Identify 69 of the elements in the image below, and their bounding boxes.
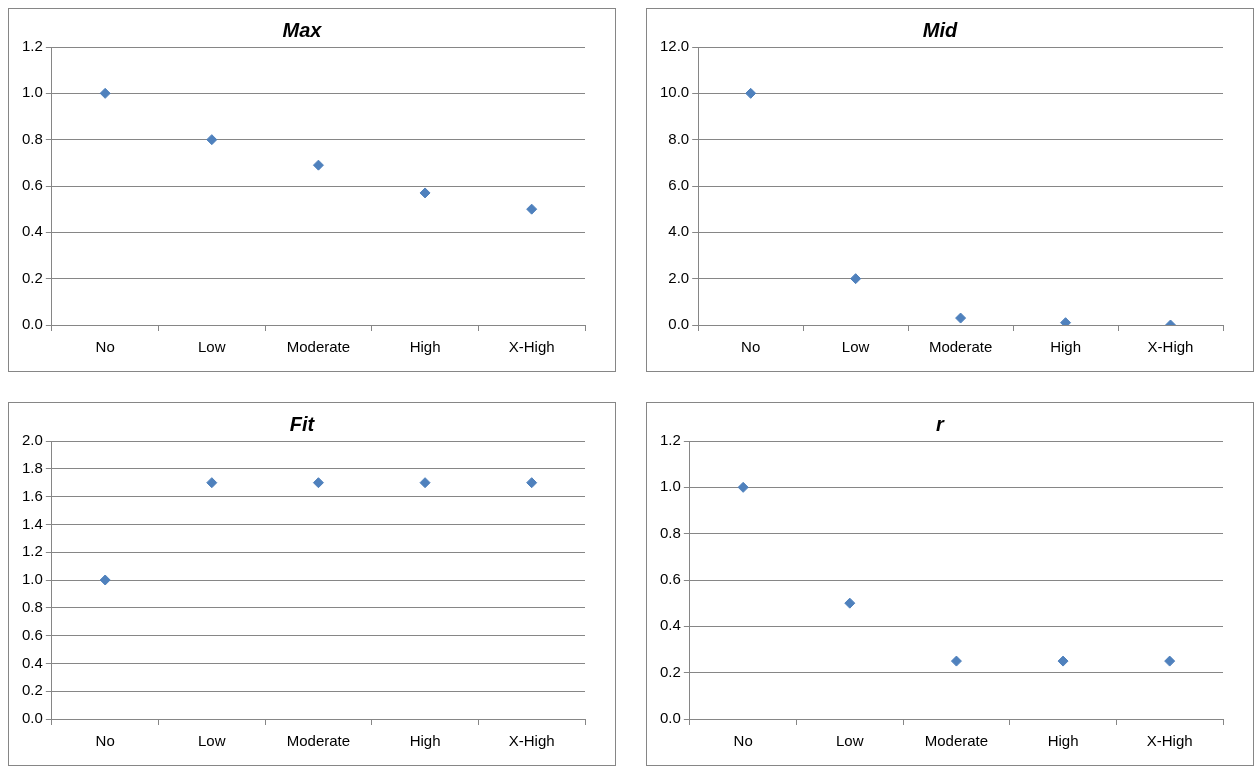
y-tick-label: 2.0 <box>21 431 43 449</box>
y-tick-label: 8.0 <box>668 129 690 147</box>
x-tick-label: Moderate <box>928 338 993 356</box>
y-tick-label: 10.0 <box>659 83 690 101</box>
y-tick-label: 0.6 <box>21 176 43 194</box>
chart-title: Fit <box>289 412 316 435</box>
x-tick-label: High <box>409 338 441 356</box>
y-tick-label: 0.6 <box>21 625 43 643</box>
x-tick-label: No <box>95 732 115 750</box>
x-tick-label: Low <box>836 732 864 750</box>
x-tick-label: Moderate <box>924 732 989 750</box>
point <box>99 87 111 99</box>
x-tick-label: X-High <box>1147 338 1194 356</box>
y-tick-label: 0.2 <box>21 268 43 286</box>
y-tick-label: 0.2 <box>659 662 681 680</box>
x-tick-label: No <box>95 338 115 356</box>
y-tick-label: 2.0 <box>668 268 690 286</box>
x-tick-label: High <box>1050 338 1081 356</box>
y-tick-label: 1.8 <box>21 458 43 476</box>
point <box>1164 655 1176 667</box>
y-tick-label: 12.0 <box>659 37 690 55</box>
point <box>1057 655 1069 667</box>
x-tick-label: Low <box>841 338 870 356</box>
point <box>526 203 538 215</box>
x-tick-label: Low <box>198 732 226 750</box>
point <box>745 87 757 99</box>
y-tick-label: 4.0 <box>668 222 690 240</box>
y-tick-label: 1.0 <box>21 83 43 101</box>
y-tick-label: 0.0 <box>659 709 681 727</box>
x-tick-label: X-High <box>508 732 555 750</box>
y-tick-label: 0.0 <box>668 315 690 333</box>
point <box>737 481 749 493</box>
x-tick-label: No <box>741 338 761 356</box>
x-tick-label: X-High <box>1146 732 1193 750</box>
chart-title: Mid <box>922 18 958 41</box>
y-tick-label: 0.8 <box>21 597 43 615</box>
x-tick-label: Low <box>198 338 226 356</box>
chart-title: Max <box>282 18 323 41</box>
x-tick-label: Moderate <box>286 338 351 356</box>
point <box>950 655 962 667</box>
y-tick-label: 1.2 <box>659 431 681 449</box>
y-tick-label: 0.2 <box>21 681 43 699</box>
y-tick-label: 0.4 <box>659 616 681 634</box>
y-tick-label: 1.6 <box>21 486 43 504</box>
point <box>850 273 862 285</box>
y-tick-label: 0.6 <box>659 570 681 588</box>
point <box>955 312 967 324</box>
point <box>419 187 431 199</box>
y-tick-label: 0.8 <box>659 523 681 541</box>
y-tick-label: 6.0 <box>668 176 690 194</box>
y-tick-label: 0.8 <box>21 129 43 147</box>
y-tick-label: 1.2 <box>21 542 43 560</box>
x-tick-label: High <box>1047 732 1079 750</box>
y-tick-label: 0.0 <box>21 709 43 727</box>
y-tick-label: 1.0 <box>21 570 43 588</box>
x-tick-label: High <box>409 732 441 750</box>
y-tick-label: 1.2 <box>21 37 43 55</box>
x-tick-label: Moderate <box>286 732 351 750</box>
y-tick-label: 0.4 <box>21 222 43 240</box>
x-tick-label: No <box>733 732 753 750</box>
x-tick-label: X-High <box>508 338 555 356</box>
y-tick-label: 1.4 <box>21 514 43 532</box>
point <box>206 134 218 146</box>
point <box>844 597 856 609</box>
chart-title: r <box>936 412 946 435</box>
y-tick-label: 0.4 <box>21 653 43 671</box>
y-tick-label: 0.0 <box>21 315 43 333</box>
y-tick-label: 1.0 <box>659 477 681 495</box>
point <box>312 159 324 171</box>
